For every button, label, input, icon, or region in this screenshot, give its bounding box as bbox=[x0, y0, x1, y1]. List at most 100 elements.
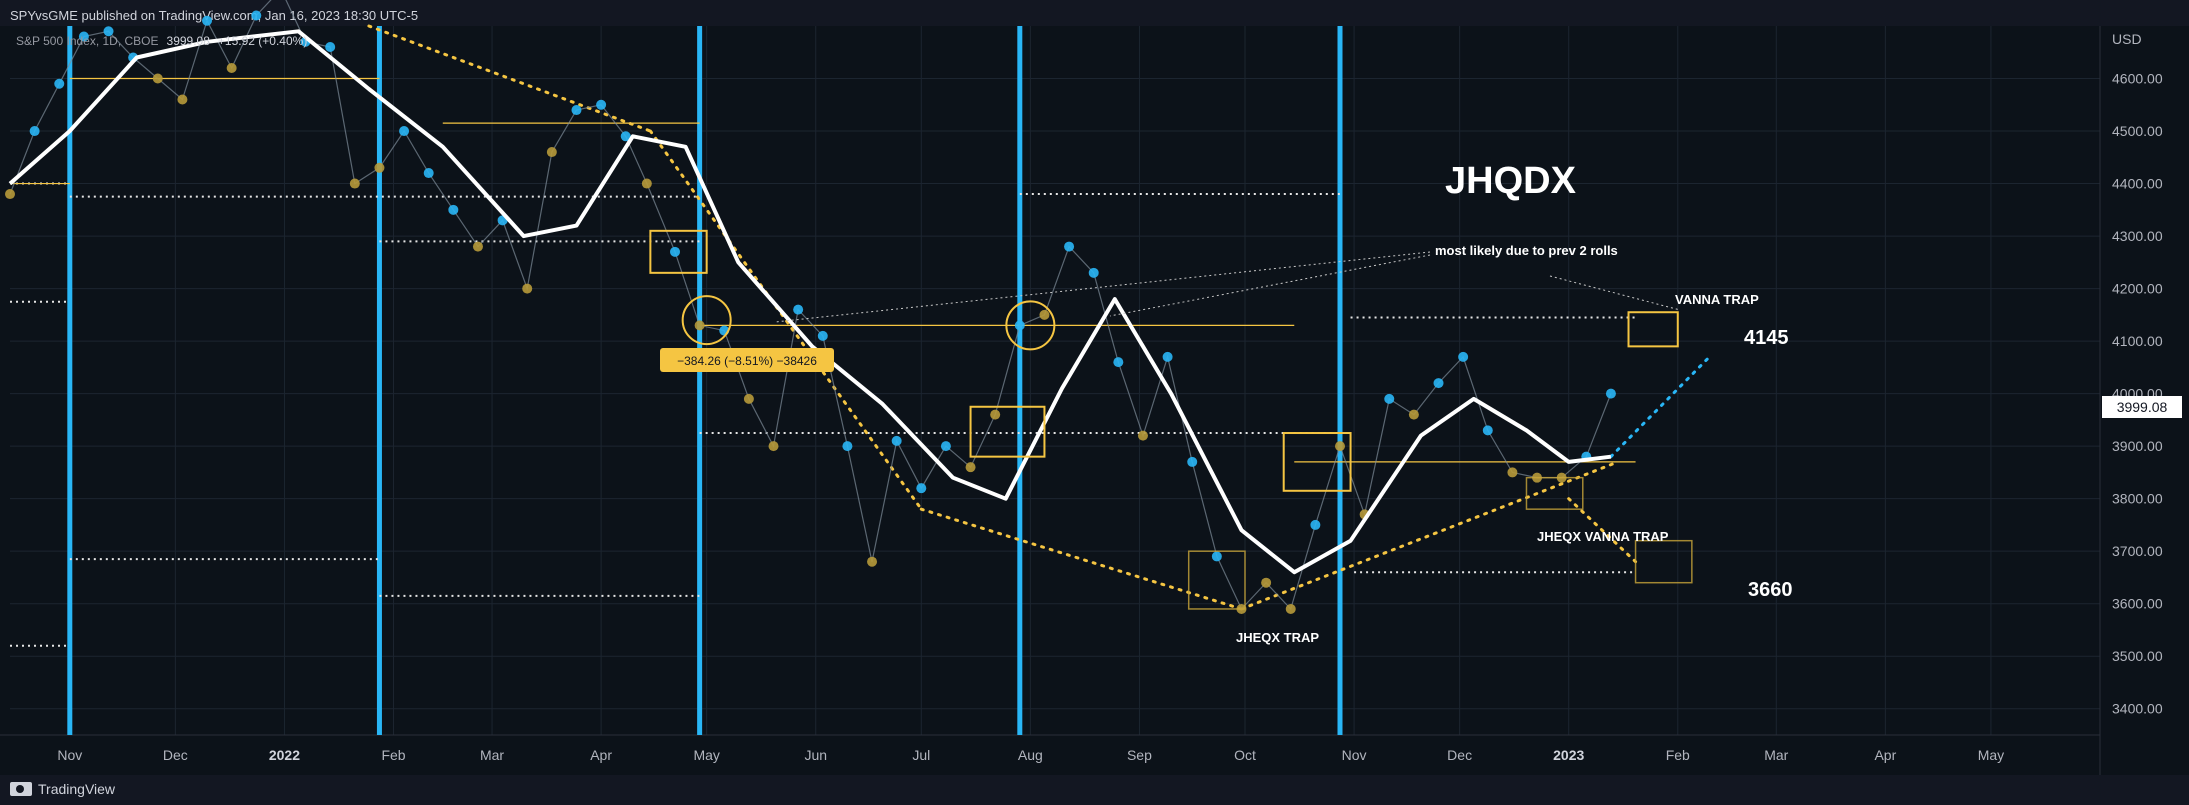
ma-line bbox=[8, 29, 1612, 575]
y-tick-label: 3500.00 bbox=[2112, 648, 2163, 664]
price-point bbox=[325, 42, 336, 53]
legend-symbol: S&P 500 Index, 1D, CBOE bbox=[16, 34, 159, 48]
annotation-boxes bbox=[649, 229, 1693, 610]
y-tick-label: 4400.00 bbox=[2112, 176, 2163, 192]
tradingview-logo[interactable]: TradingView bbox=[10, 781, 115, 797]
annotation-layer: JHQDX most likely due to prev 2 rolls VANN… bbox=[660, 160, 1793, 645]
price-point bbox=[793, 304, 804, 315]
price-tag-bg bbox=[2102, 396, 2182, 418]
price-point bbox=[768, 441, 779, 452]
x-tick-label: Nov bbox=[57, 747, 82, 763]
price-point bbox=[1310, 519, 1321, 530]
price-point bbox=[641, 178, 652, 189]
price-point bbox=[1482, 425, 1493, 436]
x-tick-label: Jun bbox=[804, 747, 827, 763]
price-point bbox=[54, 78, 65, 89]
x-tick-label: May bbox=[1978, 747, 2004, 763]
price-point bbox=[940, 441, 951, 452]
price-point bbox=[78, 31, 89, 42]
series-layer bbox=[5, 0, 1616, 614]
cycle-lines bbox=[67, 26, 1343, 735]
highlight-circle bbox=[1005, 300, 1056, 351]
y-tick-label: 3600.00 bbox=[2112, 596, 2163, 612]
price-line bbox=[9, 0, 1612, 611]
x-tick-label: Sep bbox=[1127, 747, 1152, 763]
x-tick-label: Dec bbox=[163, 747, 188, 763]
price-point bbox=[423, 168, 434, 179]
price-point bbox=[1408, 409, 1419, 420]
price-point bbox=[1088, 267, 1099, 278]
price-point bbox=[596, 99, 607, 110]
measure-tag-bg bbox=[660, 348, 834, 372]
legend-change: +15.92 (+0.40%) bbox=[217, 34, 308, 48]
price-point bbox=[103, 26, 114, 37]
price-point bbox=[1064, 241, 1075, 252]
price-point bbox=[152, 73, 163, 84]
annotation-jheqx-vanna-trap: JHEQX VANNA TRAP bbox=[1537, 529, 1669, 544]
price-point bbox=[1162, 351, 1173, 362]
price-point bbox=[571, 105, 582, 116]
price-point bbox=[867, 556, 878, 567]
annotation-jheqx-trap: JHEQX TRAP bbox=[1236, 630, 1319, 645]
price-point bbox=[1187, 456, 1198, 467]
price-point bbox=[1137, 430, 1148, 441]
price-point bbox=[743, 393, 754, 404]
tradingview-brand: TradingView bbox=[38, 781, 116, 797]
y-tick-label: 3700.00 bbox=[2112, 543, 2163, 559]
price-point bbox=[1605, 388, 1616, 399]
price-point bbox=[916, 483, 927, 494]
x-tick-label: Nov bbox=[1342, 747, 1367, 763]
x-tick-label: Oct bbox=[1234, 747, 1256, 763]
y-tick-label: 3400.00 bbox=[2112, 701, 2163, 717]
price-point bbox=[990, 409, 1001, 420]
price-point bbox=[5, 189, 15, 200]
trap-box bbox=[1282, 432, 1352, 492]
x-tick-label: 2022 bbox=[269, 747, 300, 763]
price-point bbox=[694, 320, 705, 331]
chart-legend: S&P 500 Index, 1D, CBOE 3999.08 +15.92 (… bbox=[16, 34, 307, 48]
price-point bbox=[1335, 441, 1345, 452]
published-info: SPYvsGME published on TradingView.com, J… bbox=[10, 8, 419, 23]
note-arrow bbox=[1109, 254, 1431, 317]
chart-grid bbox=[10, 26, 2100, 735]
y-tick-label: 4100.00 bbox=[2112, 333, 2163, 349]
price-point bbox=[1211, 551, 1222, 562]
x-tick-label: Mar bbox=[1764, 747, 1788, 763]
price-point bbox=[1433, 378, 1444, 389]
price-point bbox=[522, 283, 533, 294]
price-point bbox=[29, 126, 40, 137]
price-point bbox=[349, 178, 360, 189]
x-tick-label: Feb bbox=[381, 747, 405, 763]
x-tick-label: Apr bbox=[1874, 747, 1896, 763]
price-point bbox=[202, 15, 213, 26]
price-point bbox=[620, 131, 631, 142]
y-tick-label: 3900.00 bbox=[2112, 438, 2163, 454]
price-point bbox=[1285, 603, 1296, 614]
trend-line bbox=[648, 129, 923, 511]
y-tick-label: 4200.00 bbox=[2112, 281, 2163, 297]
annotation-target-4145: 4145 bbox=[1744, 327, 1789, 349]
bottom-bar bbox=[0, 775, 2189, 805]
price-point bbox=[965, 462, 976, 473]
x-tick-label: May bbox=[693, 747, 719, 763]
price-point bbox=[1014, 320, 1025, 331]
price-point bbox=[1113, 357, 1124, 368]
trap-box bbox=[969, 405, 1046, 458]
x-tick-label: 2023 bbox=[1553, 747, 1584, 763]
price-point bbox=[472, 241, 483, 252]
tradingview-logo-icon bbox=[10, 782, 32, 796]
price-point bbox=[1384, 393, 1395, 404]
x-tick-label: Aug bbox=[1018, 747, 1043, 763]
currency-label: USD bbox=[2112, 31, 2142, 47]
chart-title: JHQDX bbox=[1445, 160, 1577, 202]
x-tick-label: Feb bbox=[1666, 747, 1690, 763]
price-point bbox=[842, 441, 853, 452]
trap-box bbox=[649, 229, 708, 274]
y-tick-label: 3800.00 bbox=[2112, 491, 2163, 507]
price-point bbox=[251, 10, 262, 21]
annotation-vanna-trap: VANNA TRAP bbox=[1675, 292, 1759, 307]
legend-close: 3999.08 bbox=[166, 34, 210, 48]
y-tick-label: 4300.00 bbox=[2112, 228, 2163, 244]
price-point bbox=[177, 94, 188, 105]
